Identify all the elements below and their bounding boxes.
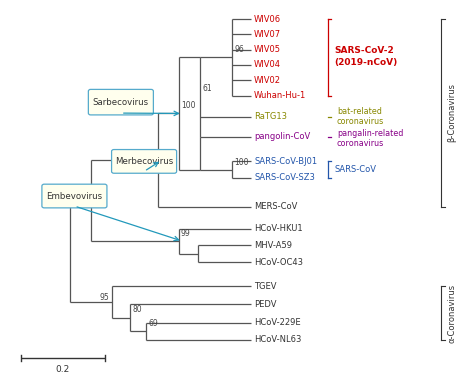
Text: SARS-CoV-SZ3: SARS-CoV-SZ3	[254, 173, 315, 183]
Text: β-Coronavirus: β-Coronavirus	[447, 83, 456, 142]
Text: HCoV-OC43: HCoV-OC43	[254, 258, 303, 267]
Text: SARS-CoV: SARS-CoV	[335, 165, 376, 174]
Text: HCoV-229E: HCoV-229E	[254, 318, 301, 327]
Text: WIV04: WIV04	[254, 61, 281, 70]
Text: 78: 78	[74, 192, 84, 201]
Text: RaTG13: RaTG13	[254, 112, 287, 121]
FancyBboxPatch shape	[42, 184, 107, 208]
Text: 0.2: 0.2	[55, 365, 70, 372]
Text: HCoV-HKU1: HCoV-HKU1	[254, 224, 303, 233]
Text: WIV05: WIV05	[254, 45, 281, 54]
Text: WIV07: WIV07	[254, 30, 281, 39]
Text: Wuhan-Hu-1: Wuhan-Hu-1	[254, 91, 306, 100]
Text: WIV06: WIV06	[254, 15, 281, 23]
Text: α-Coronavirus: α-Coronavirus	[447, 283, 456, 343]
Text: bat-related
coronavirus: bat-related coronavirus	[337, 107, 384, 126]
Text: Merbecovirus: Merbecovirus	[115, 157, 173, 166]
Text: pangolin-CoV: pangolin-CoV	[254, 132, 310, 141]
Text: SARS-CoV-BJ01: SARS-CoV-BJ01	[254, 157, 317, 166]
Text: WIV02: WIV02	[254, 76, 281, 85]
Text: 96: 96	[235, 45, 245, 54]
Text: 69: 69	[148, 319, 158, 328]
Text: 61: 61	[202, 84, 212, 93]
Text: pangalin-related
coronavirus: pangalin-related coronavirus	[337, 129, 403, 148]
Text: 100: 100	[235, 158, 249, 167]
Text: SARS-CoV-2
(2019-nCoV): SARS-CoV-2 (2019-nCoV)	[335, 46, 398, 67]
Text: MERS-CoV: MERS-CoV	[254, 202, 298, 211]
Text: TGEV: TGEV	[254, 282, 277, 291]
Text: 100: 100	[181, 101, 195, 110]
Text: 80: 80	[132, 305, 142, 314]
Text: 99: 99	[181, 228, 191, 238]
Text: MHV-A59: MHV-A59	[254, 241, 292, 250]
Text: PEDV: PEDV	[254, 300, 277, 309]
Text: HCoV-NL63: HCoV-NL63	[254, 335, 301, 344]
FancyBboxPatch shape	[111, 150, 177, 173]
Text: Embevovirus: Embevovirus	[46, 192, 102, 201]
Text: Sarbecovirus: Sarbecovirus	[93, 98, 149, 107]
FancyBboxPatch shape	[88, 89, 154, 115]
Text: 95: 95	[100, 293, 109, 302]
